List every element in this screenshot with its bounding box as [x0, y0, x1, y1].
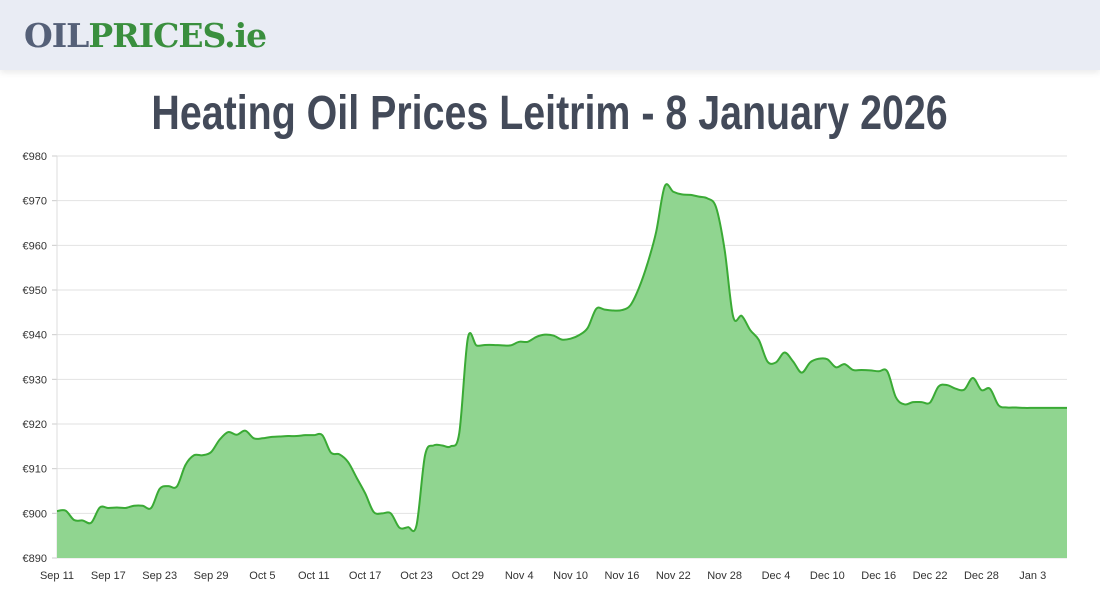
y-tick-label: €890 — [23, 553, 47, 565]
x-tick-label: Sep 29 — [194, 570, 229, 582]
y-tick-label: €940 — [23, 330, 47, 342]
x-tick-label: Nov 16 — [604, 570, 639, 582]
y-tick-label: €900 — [23, 508, 47, 520]
x-tick-label: Oct 11 — [298, 570, 330, 582]
x-tick-label: Nov 28 — [707, 570, 742, 582]
price-line — [56, 183, 1067, 533]
x-tick-label: Dec 16 — [861, 570, 896, 582]
y-tick-label: €920 — [23, 419, 47, 431]
x-tick-label: Sep 17 — [91, 570, 126, 582]
y-tick-label: €960 — [23, 240, 47, 252]
x-tick-label: Jan 3 — [1019, 570, 1046, 582]
logo-text-prices: PRICES.ie — [88, 16, 267, 55]
y-tick-label: €910 — [23, 464, 47, 476]
x-tick-label: Dec 10 — [810, 570, 845, 582]
x-tick-label: Oct 29 — [452, 570, 484, 582]
site-logo[interactable]: OILPRICES.ie — [24, 16, 267, 56]
x-tick-label: Nov 10 — [553, 570, 588, 582]
x-tick-label: Nov 4 — [505, 570, 534, 582]
x-tick-label: Oct 17 — [349, 570, 381, 582]
y-tick-label: €950 — [23, 285, 47, 297]
x-tick-label: Oct 23 — [400, 570, 432, 582]
x-tick-label: Dec 28 — [964, 570, 999, 582]
x-tick-label: Sep 23 — [142, 570, 177, 582]
y-tick-label: €970 — [23, 196, 47, 208]
y-tick-label: €930 — [23, 374, 47, 386]
site-header: OILPRICES.ie — [0, 0, 1100, 70]
x-tick-label: Oct 5 — [249, 570, 275, 582]
logo-text-oil: OIL — [24, 16, 89, 55]
x-tick-label: Dec 22 — [913, 570, 948, 582]
area-fill — [57, 184, 1067, 558]
y-tick-label: €980 — [23, 151, 47, 163]
page-title-text: Heating Oil Prices Leitrim - 8 January 2… — [151, 87, 949, 140]
x-tick-label: Nov 22 — [656, 570, 691, 582]
x-tick-label: Dec 4 — [762, 570, 791, 582]
x-tick-label: Sep 11 — [40, 570, 74, 582]
page-title: Heating Oil Prices Leitrim - 8 January 2… — [0, 84, 1100, 144]
